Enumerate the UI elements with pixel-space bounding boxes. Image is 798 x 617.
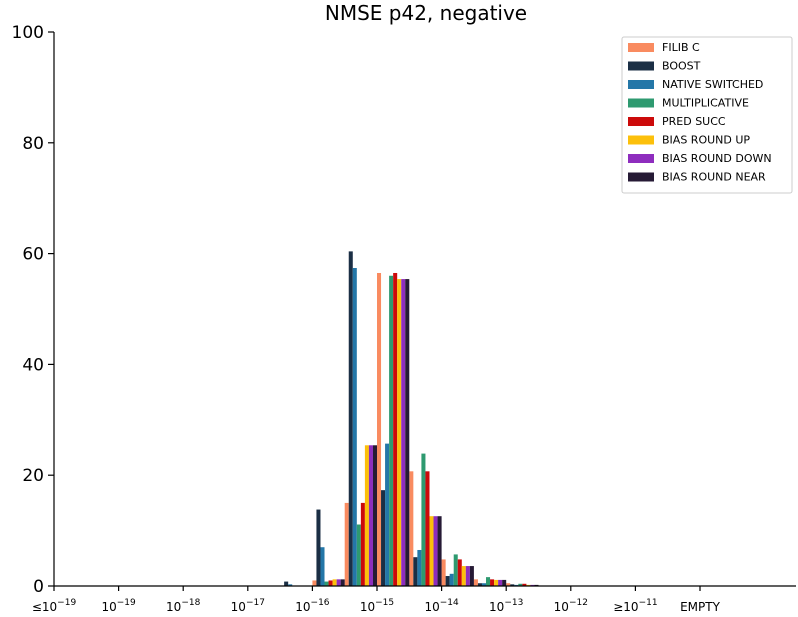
- legend-swatch-bias-round-down: [628, 154, 654, 163]
- x-tick-label-5: 10−15: [360, 598, 394, 614]
- legend-label-bias-round-up: BIAS ROUND UP: [662, 134, 750, 147]
- x-tick-label-0: ≤10−19: [32, 598, 77, 614]
- bar-boost-3: [381, 490, 386, 586]
- bar-native-switched-1: [320, 547, 325, 586]
- x-tick-label-2: 10−18: [166, 598, 201, 614]
- bar-filib-c-1: [312, 580, 317, 586]
- bar-native-switched-4: [417, 549, 422, 586]
- bar-pred-succ-6: [490, 579, 495, 586]
- bar-native-switched-0: [288, 584, 293, 586]
- chart-title: NMSE p42, negative: [325, 1, 527, 25]
- x-tick-label-4: 10−16: [295, 598, 330, 614]
- bar-bias-round-near-5: [469, 566, 474, 586]
- bar-native-switched-2: [352, 268, 357, 586]
- legend-label-filib-c: FILIB C: [662, 41, 700, 54]
- bar-filib-c-2: [344, 502, 349, 586]
- bar-bias-round-up-3: [397, 279, 402, 586]
- bar-multiplicative-6: [486, 577, 491, 586]
- bar-multiplicative-1: [324, 581, 329, 586]
- legend-label-boost: BOOST: [662, 60, 701, 73]
- x-tick-label-7: 10−13: [489, 598, 523, 614]
- bar-bias-round-near-4: [437, 516, 442, 586]
- y-tick-label-40: 40: [22, 355, 44, 375]
- x-tick-label-8: 10−12: [554, 598, 588, 614]
- bar-bias-round-down-1: [336, 579, 341, 586]
- bar-bias-round-down-6: [498, 579, 503, 586]
- bar-bias-round-near-6: [502, 579, 507, 586]
- x-tick-label-3: 10−17: [231, 598, 265, 614]
- bar-filib-c-4: [409, 471, 414, 586]
- bar-pred-succ-3: [393, 272, 398, 586]
- legend-swatch-native-switched: [628, 80, 654, 89]
- y-tick-label-100: 100: [12, 23, 44, 43]
- y-tick-label-20: 20: [22, 466, 44, 486]
- y-tick-label-80: 80: [22, 134, 44, 154]
- bar-pred-succ-5: [457, 559, 462, 586]
- legend-swatch-bias-round-near: [628, 172, 654, 182]
- bar-native-switched-3: [385, 443, 390, 586]
- legend-swatch-boost: [628, 61, 654, 71]
- bar-boost-6: [477, 583, 482, 586]
- bar-pred-succ-4: [425, 471, 430, 586]
- bar-boost-5: [445, 576, 450, 586]
- x-tick-label-9: ≥10−11: [613, 598, 657, 614]
- bar-multiplicative-3: [389, 275, 394, 586]
- x-tick-label-6: 10−14: [424, 598, 459, 614]
- bar-bias-round-up-1: [332, 579, 337, 586]
- legend-swatch-pred-succ: [628, 117, 654, 126]
- bar-native-switched-5: [449, 573, 454, 586]
- legend-swatch-multiplicative: [628, 98, 654, 108]
- bar-bias-round-up-6: [494, 579, 499, 586]
- bar-boost-7: [510, 584, 515, 586]
- bar-pred-succ-1: [328, 580, 333, 586]
- legend-label-native-switched: NATIVE SWITCHED: [662, 78, 763, 91]
- legend: FILIB C BOOST NATIVE SWITCHED MULTIPLICATIV…: [621, 36, 793, 194]
- bar-bias-round-down-3: [401, 279, 406, 586]
- bar-bias-round-up-5: [461, 566, 466, 586]
- legend-swatch-bias-round-up: [628, 135, 654, 145]
- bar-bias-round-down-4: [433, 516, 438, 586]
- bar-boost-0: [284, 581, 289, 586]
- bar-multiplicative-7: [518, 583, 523, 586]
- x-tick-label-10: EMPTY: [680, 600, 721, 614]
- bar-multiplicative-5: [453, 554, 458, 586]
- bars-group: [284, 251, 539, 586]
- bar-bias-round-up-4: [429, 516, 434, 586]
- bar-bias-round-near-1: [340, 579, 345, 586]
- bar-bias-round-near-2: [372, 445, 377, 586]
- bar-native-switched-6: [481, 583, 487, 586]
- y-tick-label-60: 60: [22, 245, 44, 265]
- legend-label-bias-round-near: BIAS ROUND NEAR: [662, 171, 766, 184]
- bar-filib-c-3: [377, 272, 382, 586]
- bar-multiplicative-4: [421, 453, 426, 586]
- x-tick-label-1: 10−19: [101, 598, 136, 614]
- bar-filib-c-7: [506, 583, 511, 586]
- bar-filib-c-5: [441, 559, 446, 586]
- bar-boost-2: [348, 251, 353, 586]
- bar-boost-4: [413, 557, 418, 586]
- y-tick-label-0: 0: [33, 577, 44, 597]
- bar-pred-succ-2: [360, 502, 365, 586]
- bar-pred-succ-7: [522, 583, 527, 586]
- legend-label-multiplicative: MULTIPLICATIVE: [662, 97, 749, 110]
- bar-bias-round-up-2: [364, 445, 369, 586]
- legend-box: [621, 36, 793, 194]
- legend-label-pred-succ: PRED SUCC: [662, 115, 726, 128]
- bar-multiplicative-2: [356, 524, 361, 586]
- legend-label-bias-round-down: BIAS ROUND DOWN: [662, 152, 772, 165]
- bar-bias-round-down-2: [368, 445, 373, 586]
- bar-bias-round-down-5: [465, 566, 470, 586]
- bar-boost-1: [316, 509, 321, 586]
- axes-group: 0 20 40 60 80 100 ≤10−19 10−19 10−18 10−17 10−16 10…: [12, 23, 796, 614]
- legend-swatch-filib-c: [628, 43, 654, 52]
- bar-filib-c-6: [473, 579, 478, 586]
- bar-bias-round-near-3: [405, 279, 410, 586]
